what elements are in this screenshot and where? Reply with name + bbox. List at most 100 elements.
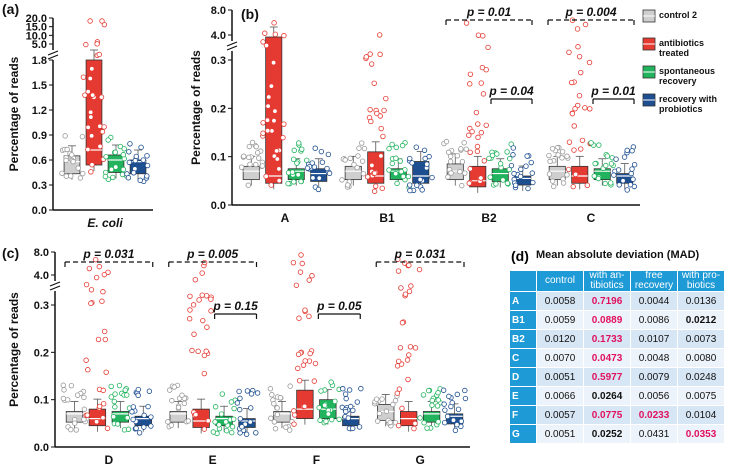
y-axis-label: Percentage of reads	[189, 50, 203, 165]
data-point	[446, 393, 452, 400]
data-point	[101, 21, 108, 28]
data-point	[124, 415, 131, 421]
data-point	[83, 41, 89, 48]
data-point	[530, 179, 536, 186]
data-point	[266, 94, 272, 100]
data-point	[239, 424, 245, 430]
data-point	[241, 153, 247, 159]
data-point	[546, 152, 552, 159]
data-point	[397, 345, 404, 351]
data-point	[441, 401, 447, 407]
data-point	[271, 401, 277, 407]
data-point	[208, 296, 214, 302]
data-point	[105, 137, 111, 143]
data-point	[264, 117, 271, 123]
data-point	[274, 411, 281, 418]
y-tick-label: 0.2	[211, 103, 226, 115]
p-value-label: p = 0.031	[82, 247, 134, 261]
data-point	[272, 108, 278, 114]
data-point	[74, 392, 81, 398]
data-point	[318, 388, 324, 394]
data-point	[93, 418, 100, 425]
data-point	[478, 80, 484, 86]
mad-cell: 0.0107	[630, 329, 678, 349]
y-tick-label: 4.0	[34, 270, 49, 282]
data-point	[400, 173, 406, 180]
data-point	[462, 170, 468, 176]
data-point	[406, 352, 412, 358]
data-point	[421, 147, 428, 153]
mad-cell: 0.0104	[677, 405, 725, 425]
data-point	[228, 399, 235, 405]
mad-cell: 0.0264	[583, 386, 631, 406]
data-point	[624, 187, 630, 193]
y-tick-label: 5.0	[32, 39, 47, 51]
data-point	[253, 430, 259, 436]
data-point	[485, 44, 491, 51]
mad-cell: 0.0075	[677, 386, 725, 406]
data-point	[166, 387, 173, 393]
p-value-label: p = 0.04	[488, 84, 534, 98]
data-point	[85, 146, 91, 153]
data-point	[70, 158, 76, 165]
data-point	[88, 114, 94, 120]
data-point	[135, 386, 142, 393]
data-point	[120, 152, 127, 158]
data-point	[281, 32, 287, 39]
mad-col-free-recovery: free recovery	[630, 270, 678, 292]
data-point	[140, 157, 146, 163]
x-tick-label: F	[313, 453, 320, 467]
data-point	[189, 347, 195, 354]
data-point	[138, 144, 144, 151]
data-point	[628, 170, 634, 177]
mad-row-e: E 0.0066 0.0264 0.0056 0.0075	[509, 386, 725, 406]
data-point	[419, 187, 425, 193]
mad-cell: 0.0889	[583, 310, 631, 330]
mad-row-b2: B2 0.0120 0.1733 0.0107 0.0073	[509, 329, 725, 349]
data-point	[475, 134, 481, 141]
y-tick-label: 1.8	[32, 55, 47, 67]
data-point	[316, 404, 322, 411]
data-point	[412, 420, 418, 427]
data-point	[572, 106, 578, 112]
data-point	[267, 386, 274, 392]
data-point	[566, 166, 572, 173]
data-point	[397, 158, 403, 164]
data-point	[386, 145, 392, 152]
legend-label-probiotics: recovery with probiotics	[659, 94, 717, 114]
data-point	[602, 180, 608, 187]
data-point	[87, 18, 93, 24]
legend-label-control: control 2	[659, 10, 697, 20]
y-tick-label: 0.9	[32, 130, 47, 142]
data-point	[493, 181, 499, 187]
data-point	[466, 180, 472, 186]
data-point	[425, 387, 432, 394]
data-point	[289, 169, 296, 175]
data-point	[402, 291, 409, 297]
data-point	[63, 157, 69, 164]
data-point	[165, 419, 171, 425]
data-point	[578, 146, 584, 152]
data-point	[200, 317, 206, 324]
data-point	[463, 146, 469, 152]
data-point	[98, 94, 105, 100]
data-point	[458, 418, 465, 425]
mad-row-label: C	[509, 348, 537, 368]
data-point	[360, 171, 367, 177]
data-point	[124, 392, 130, 398]
data-point	[286, 427, 293, 433]
data-point	[379, 185, 385, 192]
data-point	[272, 31, 279, 38]
data-point	[132, 157, 138, 164]
data-point	[169, 397, 175, 404]
data-point	[345, 415, 352, 421]
data-point	[507, 155, 513, 162]
data-point	[272, 426, 279, 432]
data-point	[302, 307, 308, 313]
data-point	[119, 171, 126, 178]
data-point	[518, 166, 524, 173]
data-point	[549, 178, 556, 184]
mad-cell: 0.5977	[583, 367, 631, 387]
data-point	[141, 424, 147, 430]
data-point	[462, 387, 468, 394]
